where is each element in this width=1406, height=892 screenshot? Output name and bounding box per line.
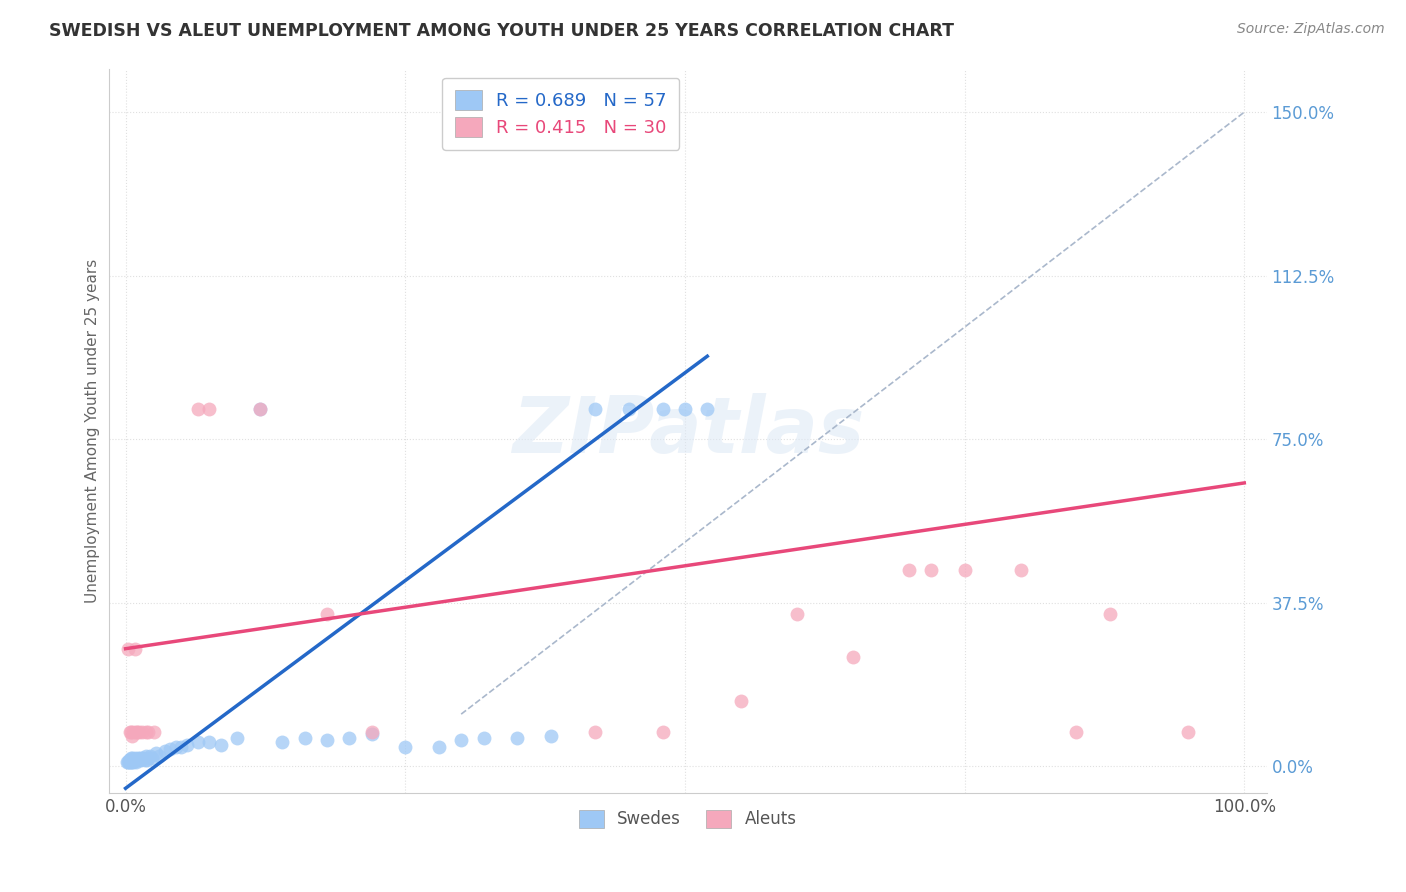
Point xyxy=(450,733,472,747)
Point xyxy=(176,738,198,752)
Point xyxy=(129,753,152,767)
Point xyxy=(115,755,138,769)
Point xyxy=(118,753,141,767)
Point xyxy=(187,401,209,416)
Point xyxy=(472,731,495,745)
Point xyxy=(316,733,339,747)
Point xyxy=(118,753,141,767)
Point xyxy=(148,748,170,763)
Point xyxy=(841,650,863,665)
Point xyxy=(118,724,141,739)
Point xyxy=(122,724,145,739)
Point xyxy=(506,731,529,745)
Point xyxy=(316,607,339,621)
Point xyxy=(730,694,752,708)
Point xyxy=(294,731,316,745)
Point xyxy=(897,563,920,577)
Point xyxy=(142,724,165,739)
Point xyxy=(360,724,382,739)
Point xyxy=(135,748,157,763)
Y-axis label: Unemployment Among Youth under 25 years: Unemployment Among Youth under 25 years xyxy=(86,259,100,603)
Point xyxy=(124,753,146,767)
Point xyxy=(131,724,153,739)
Text: SWEDISH VS ALEUT UNEMPLOYMENT AMONG YOUTH UNDER 25 YEARS CORRELATION CHART: SWEDISH VS ALEUT UNEMPLOYMENT AMONG YOUT… xyxy=(49,22,955,40)
Point xyxy=(131,751,153,765)
Point xyxy=(583,724,606,739)
Point xyxy=(1098,607,1121,621)
Point xyxy=(360,727,382,741)
Point xyxy=(122,755,145,769)
Point xyxy=(920,563,942,577)
Point xyxy=(128,753,150,767)
Point xyxy=(786,607,808,621)
Point xyxy=(394,739,416,754)
Point xyxy=(1177,724,1199,739)
Point xyxy=(136,751,159,765)
Point xyxy=(136,724,159,739)
Point xyxy=(617,401,640,416)
Point xyxy=(427,739,450,754)
Point xyxy=(673,401,696,416)
Point xyxy=(118,755,141,769)
Point xyxy=(651,401,673,416)
Point xyxy=(1066,724,1088,739)
Point xyxy=(124,751,146,765)
Point xyxy=(124,641,146,656)
Point xyxy=(125,753,148,767)
Text: Source: ZipAtlas.com: Source: ZipAtlas.com xyxy=(1237,22,1385,37)
Point xyxy=(121,755,143,769)
Point xyxy=(120,724,142,739)
Point xyxy=(249,401,271,416)
Point xyxy=(120,755,142,769)
Point xyxy=(953,563,976,577)
Point xyxy=(540,729,562,743)
Point xyxy=(226,731,249,745)
Point xyxy=(124,724,146,739)
Point xyxy=(134,753,156,767)
Text: ZIPatlas: ZIPatlas xyxy=(512,392,863,468)
Point xyxy=(170,739,193,754)
Point xyxy=(145,747,167,761)
Point xyxy=(696,401,718,416)
Point xyxy=(121,751,143,765)
Point xyxy=(337,731,360,745)
Point xyxy=(121,729,143,743)
Point xyxy=(129,751,152,765)
Point xyxy=(153,744,176,758)
Point xyxy=(128,724,150,739)
Point xyxy=(124,755,146,769)
Point xyxy=(117,641,139,656)
Point xyxy=(1010,563,1032,577)
Point xyxy=(135,753,157,767)
Point xyxy=(132,751,155,765)
Point xyxy=(249,401,271,416)
Point xyxy=(583,401,606,416)
Point xyxy=(651,724,673,739)
Point xyxy=(125,724,148,739)
Point xyxy=(120,751,142,765)
Point xyxy=(139,748,162,763)
Point xyxy=(122,753,145,767)
Point xyxy=(165,739,187,754)
Point xyxy=(118,755,141,769)
Point xyxy=(135,724,157,739)
Point xyxy=(271,735,294,749)
Point xyxy=(159,742,181,756)
Point xyxy=(187,735,209,749)
Point xyxy=(198,401,221,416)
Point xyxy=(141,751,163,765)
Point xyxy=(209,738,232,752)
Point xyxy=(124,753,146,767)
Point xyxy=(198,735,221,749)
Legend: Swedes, Aleuts: Swedes, Aleuts xyxy=(572,803,803,835)
Point xyxy=(117,755,139,769)
Point xyxy=(127,751,149,765)
